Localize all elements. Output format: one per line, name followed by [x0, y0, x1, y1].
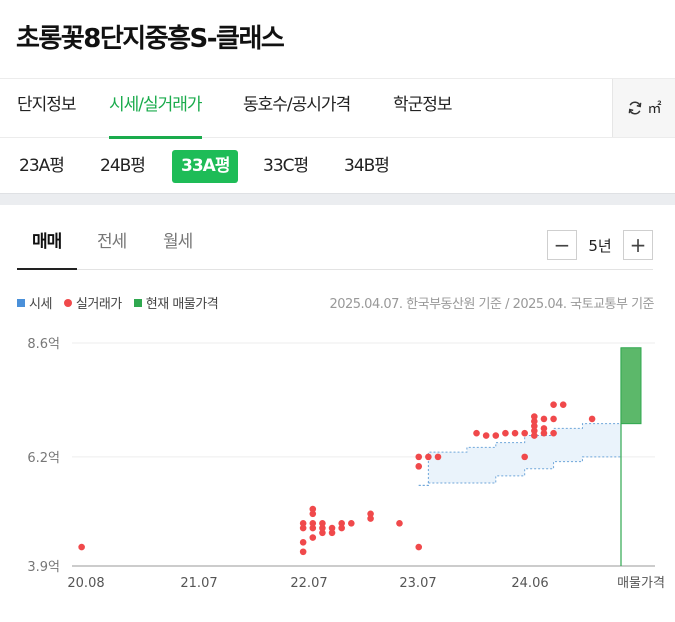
area-type-selector: 23A평 24B평 33A평 33C평 34B평 [0, 138, 675, 194]
transaction-point [299, 538, 307, 546]
transaction-point [299, 548, 307, 556]
transaction-point [299, 524, 307, 532]
legend-item-market-price: 시세 [17, 293, 52, 312]
y-tick-label: 8.6억 [27, 337, 60, 352]
section-divider [0, 193, 675, 205]
transaction-point [540, 415, 548, 423]
tab-unit-official-price[interactable]: 동호수/공시가격 [243, 95, 351, 115]
legend-label: 시세 [29, 297, 52, 312]
transaction-point [328, 529, 336, 537]
transaction-point [559, 401, 567, 408]
market-price-band [418, 423, 621, 486]
transaction-point [78, 543, 85, 551]
type-33c[interactable]: 33C평 [263, 156, 309, 176]
x-tick-label: 23.07 [399, 576, 436, 591]
type-34b[interactable]: 34B평 [344, 156, 390, 176]
type-24b[interactable]: 24B평 [100, 156, 146, 176]
listing-price-range [620, 347, 642, 425]
type-33a[interactable]: 33A평 [172, 150, 239, 183]
period-decrease-button[interactable]: − [547, 230, 577, 260]
transaction-point [473, 429, 480, 437]
market-price-upper-line [418, 423, 621, 486]
transaction-point [328, 524, 336, 532]
tab-complex-info[interactable]: 단지정보 [17, 95, 77, 115]
x-tick-label: 20.08 [67, 576, 104, 591]
transaction-point [521, 429, 528, 437]
legend-swatch [63, 298, 72, 307]
market-price-lower-line [418, 456, 621, 486]
y-tick-label: 6.2억 [27, 451, 60, 466]
transaction-point [425, 453, 432, 461]
data-source-note: 2025.04.07. 한국부동산원 기준 / 2025.04. 국토교통부 기… [329, 297, 654, 312]
transaction-point [309, 534, 317, 541]
period-value: 5년 [588, 236, 612, 255]
transaction-point [531, 413, 538, 420]
transaction-point [550, 415, 557, 423]
x-tick-label: 24.06 [511, 576, 548, 591]
transaction-point [415, 543, 423, 551]
transaction-point [588, 415, 596, 423]
transaction-point [367, 515, 374, 522]
transaction-point [521, 453, 528, 461]
transaction-point [309, 505, 317, 513]
tab-school-info[interactable]: 학군정보 [393, 95, 453, 115]
refresh-icon [628, 101, 641, 115]
legend-item-listing: 현재 매물가격 [133, 293, 219, 312]
transaction-point [338, 519, 345, 527]
x-tick-label: 22.07 [290, 576, 327, 591]
transaction-point [550, 401, 557, 408]
transaction-point [415, 463, 423, 470]
transaction-point [299, 519, 307, 527]
transaction-point [540, 425, 548, 432]
transaction-point [367, 510, 374, 518]
transaction-point [502, 429, 509, 437]
transaction-point [319, 519, 326, 527]
legend-label: 현재 매물가격 [145, 297, 219, 312]
unit-label: ㎡ [647, 101, 662, 117]
period-control: − 5년 + [547, 230, 653, 260]
legend-label: 실거래가 [75, 297, 122, 312]
transaction-point [309, 510, 317, 518]
x-tick-label: 매물가격 [617, 576, 665, 591]
tab-monthly-rent[interactable]: 월세 [163, 232, 193, 252]
transaction-point [531, 427, 538, 435]
transaction-point [415, 453, 423, 461]
main-tab-bar: 단지정보 시세/실거래가 동호수/공시가격 학군정보 ㎡ [0, 78, 675, 139]
unit-toggle-button[interactable]: ㎡ [612, 79, 675, 137]
transaction-point [511, 429, 519, 437]
transaction-point [492, 432, 500, 439]
transaction-point [531, 432, 538, 439]
transaction-point [396, 519, 403, 527]
chart-legend: 시세 실거래가 현재 매물가격 [17, 293, 230, 312]
legend-item-transaction: 실거래가 [63, 293, 122, 312]
transaction-point [540, 429, 548, 437]
page-title: 초롱꽃8단지중흥S-클래스 [16, 24, 285, 54]
price-chart[interactable]: 3.9억 6.2억 8.6억 20.08 21.07 22.07 23.07 24.06 매물가… [0, 326, 675, 622]
period-increase-button[interactable]: + [623, 230, 653, 260]
legend-swatch [17, 298, 25, 307]
tab-price-transactions[interactable]: 시세/실거래가 [109, 79, 203, 139]
type-23a[interactable]: 23A평 [19, 156, 65, 176]
tab-sale[interactable]: 매매 [16, 220, 78, 270]
transaction-point [482, 432, 490, 439]
transaction-point [319, 529, 326, 537]
x-tick-label: 21.07 [180, 576, 217, 591]
transaction-point [531, 422, 538, 430]
transaction-point [434, 453, 442, 461]
legend-swatch [133, 298, 142, 307]
transaction-point [338, 524, 345, 532]
y-tick-label: 3.9억 [27, 560, 60, 575]
tab-jeonse[interactable]: 전세 [97, 232, 127, 252]
transaction-point [531, 417, 538, 425]
transaction-point [550, 429, 557, 437]
transaction-point [309, 524, 317, 532]
transaction-point [319, 524, 326, 532]
transaction-point [309, 519, 317, 527]
transaction-point [348, 519, 355, 527]
deal-type-tabs: 매매 전세 월세 [16, 220, 653, 270]
